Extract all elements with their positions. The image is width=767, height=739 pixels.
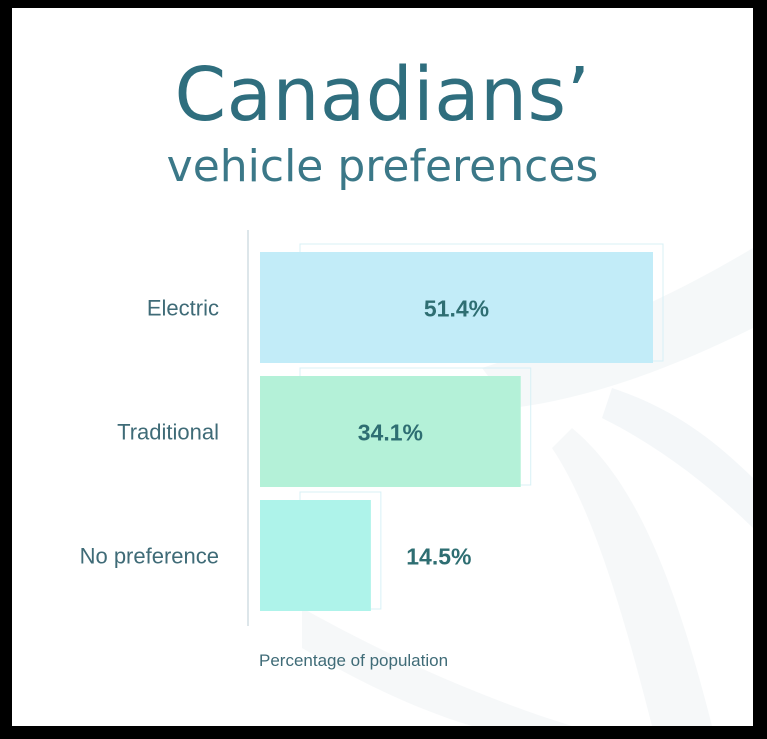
bar-traditional [260, 376, 521, 487]
bar-chart: Electric 51.4% Traditional 34.1% No preferen… [80, 230, 664, 626]
bar-electric [260, 252, 653, 363]
chart-subtitle: vehicle preferences [166, 141, 599, 192]
category-label: Electric [147, 296, 219, 321]
value-label: 51.4% [424, 296, 489, 322]
bar-no-preference [260, 500, 371, 611]
chart-card: Canadians’ vehicle preferences Electric 5… [12, 8, 753, 726]
category-label: Traditional [117, 420, 219, 445]
chart-title: Canadians’ [174, 52, 591, 138]
value-label: 14.5% [406, 544, 471, 570]
category-label: No preference [80, 544, 219, 569]
bars-group: Electric 51.4% Traditional 34.1% No preferen… [80, 243, 664, 611]
x-axis-label: Percentage of population [259, 651, 449, 670]
value-label: 34.1% [358, 420, 423, 446]
